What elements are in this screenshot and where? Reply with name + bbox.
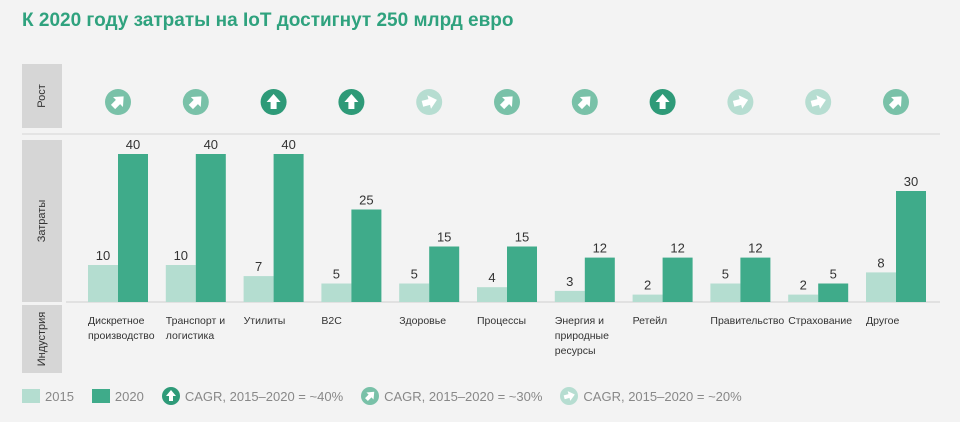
growth-arrow-icon — [888, 96, 902, 110]
bar-2015 — [866, 272, 896, 302]
legend-cagr-20: CAGR, 2015–2020 = ~20% — [560, 387, 742, 405]
legend-2015: 2015 — [22, 389, 74, 404]
data-label-2020: 15 — [437, 230, 451, 245]
bar-2020 — [584, 257, 615, 302]
category-label: Ретейл — [632, 315, 668, 327]
bar-2020 — [818, 283, 849, 302]
bar-2015 — [554, 290, 585, 302]
bar-2020 — [118, 154, 148, 302]
bar-2020 — [273, 154, 304, 302]
bar-2020 — [507, 246, 537, 302]
growth-arrow-icon — [732, 95, 749, 109]
legend: 2015 2020 CAGR, 2015–2020 = ~40% CAGR, 2… — [22, 386, 760, 406]
data-label-2020: 15 — [515, 230, 529, 245]
growth-arrow-icon — [577, 96, 591, 110]
category-label: Процессы — [477, 315, 527, 327]
row-label-industry: Индустрия — [22, 305, 62, 373]
bar-2015 — [88, 265, 118, 302]
data-label-2020: 40 — [126, 137, 140, 152]
row-label-growth: Рост — [22, 64, 62, 128]
bar-2015 — [477, 287, 507, 302]
data-label-2020: 25 — [359, 193, 373, 208]
legend-2020-swatch — [91, 389, 110, 403]
arrow-diagonal-icon — [361, 387, 380, 405]
bar-2015 — [165, 265, 196, 302]
arrow-up-icon — [161, 387, 180, 405]
growth-arrow-icon — [188, 96, 202, 110]
data-label-2015: 5 — [411, 267, 418, 282]
growth-arrow-icon — [266, 94, 281, 109]
data-label-2015: 4 — [488, 270, 495, 285]
growth-arrow-icon — [655, 94, 670, 109]
data-label-2015: 5 — [722, 267, 729, 282]
category-label: Другое — [866, 315, 900, 327]
data-label-2015: 2 — [800, 278, 807, 293]
bar-2020 — [740, 257, 771, 302]
data-label-2020: 40 — [204, 137, 218, 152]
data-label-2020: 40 — [281, 137, 295, 152]
data-label-2020: 12 — [593, 241, 607, 256]
bar-2015 — [632, 294, 663, 302]
data-label-2020: 12 — [748, 241, 762, 256]
row-label-spend: Затраты — [22, 140, 62, 302]
category-label: B2C — [321, 315, 342, 327]
legend-2020: 2020 — [91, 389, 144, 404]
data-label-2015: 7 — [255, 259, 262, 274]
arrow-right-icon — [560, 387, 579, 405]
data-label-2020: 5 — [830, 267, 837, 282]
bar-2015 — [788, 294, 819, 302]
category-label: Дискретное производство — [88, 315, 155, 342]
bar-2020 — [429, 246, 460, 302]
category-label: Утилиты — [243, 315, 286, 327]
category-label: Здоровье — [399, 315, 447, 327]
bar-2015 — [399, 283, 430, 302]
growth-arrow-icon — [421, 95, 437, 109]
data-label-2015: 5 — [333, 267, 340, 282]
bar-2020 — [662, 257, 693, 302]
category-label: Правительство — [710, 315, 785, 327]
category-label: Энергия и природные ресурсы — [554, 315, 609, 357]
data-label-2015: 8 — [877, 255, 884, 270]
legend-cagr-40: CAGR, 2015–2020 = ~40% — [161, 387, 343, 405]
bar-2015 — [321, 283, 352, 302]
bar-2020 — [351, 209, 382, 302]
growth-arrow-icon — [344, 94, 359, 109]
data-label-2015: 10 — [174, 248, 188, 263]
growth-arrow-icon — [499, 96, 513, 110]
bar-2020 — [195, 154, 226, 302]
bar-2020 — [896, 191, 926, 302]
data-label-2015: 2 — [644, 278, 651, 293]
category-label: Страхование — [788, 315, 853, 327]
legend-2015-swatch — [22, 389, 40, 403]
data-label-2020: 30 — [904, 174, 918, 189]
bar-2015 — [243, 276, 274, 302]
data-label-2015: 10 — [96, 248, 110, 263]
data-label-2020: 12 — [670, 241, 684, 256]
chart-title: К 2020 году затраты на IoT достигнут 250… — [22, 10, 514, 31]
legend-cagr-30: CAGR, 2015–2020 = ~30% — [361, 387, 542, 405]
data-label-2015: 3 — [566, 274, 573, 289]
bar-2015 — [710, 283, 741, 302]
category-label: Транспорт и логистика — [165, 315, 226, 342]
growth-arrow-icon — [110, 96, 124, 110]
growth-arrow-icon — [810, 95, 826, 109]
